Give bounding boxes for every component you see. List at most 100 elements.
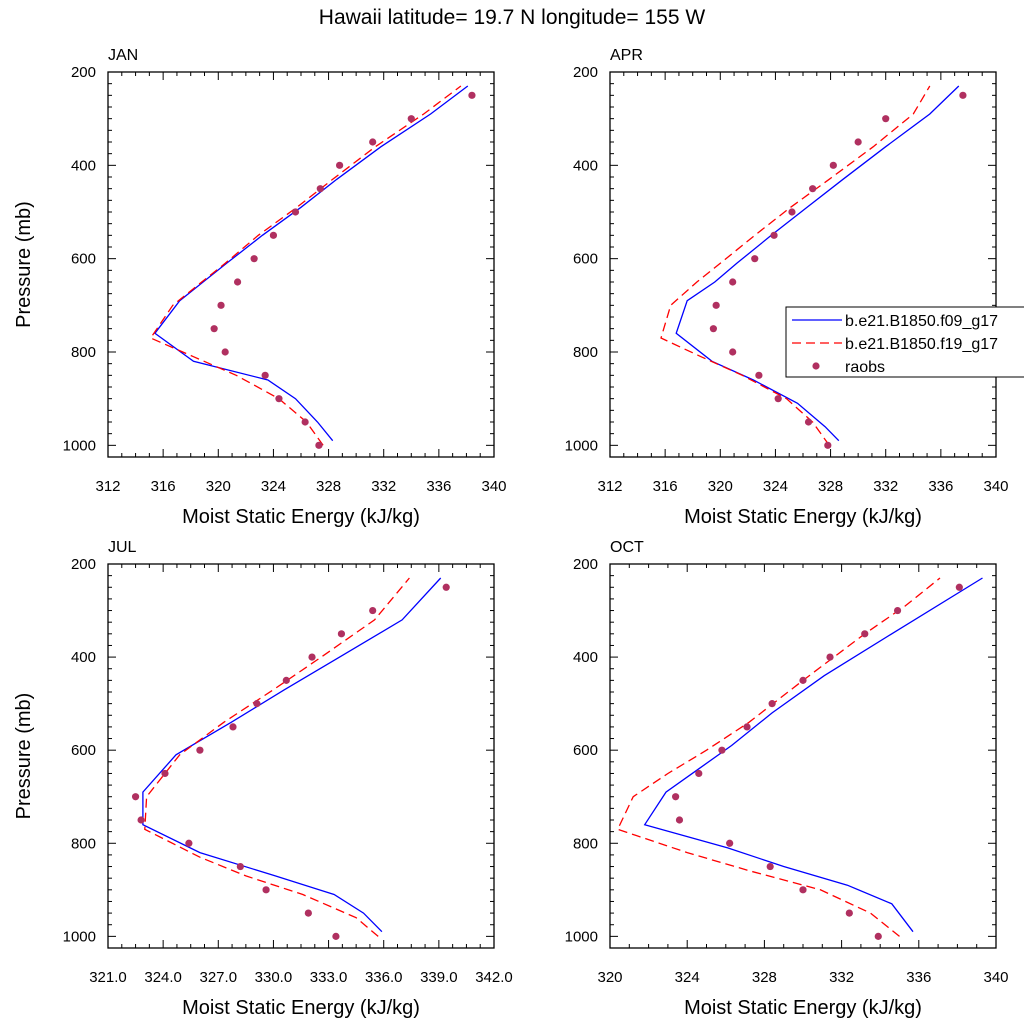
jul-plot-frame xyxy=(107,563,495,949)
jan-raobs-point xyxy=(217,301,225,309)
oct-x-tick-label: 340 xyxy=(983,969,1008,986)
oct-raobs-point xyxy=(893,606,902,615)
oct-raobs-point xyxy=(675,816,684,824)
jan-raobs-point xyxy=(269,231,278,239)
oct-y-tick-label: 400 xyxy=(573,649,598,666)
jan-x-tick-label: 320 xyxy=(206,478,231,495)
jan-x-tick-label: 336 xyxy=(426,478,451,495)
oct-y-tick-label: 1000 xyxy=(565,928,598,945)
apr-raobs-point xyxy=(824,441,832,449)
jan-y-tick-label: 600 xyxy=(71,251,96,268)
jul-raobs-point xyxy=(442,583,450,591)
apr-raobs-point xyxy=(854,138,862,146)
apr-y-tick-label: 400 xyxy=(573,157,598,174)
oct-y-tick-label: 600 xyxy=(573,742,598,759)
apr-raobs-point xyxy=(709,325,717,333)
oct-panel-title: OCT xyxy=(610,539,644,556)
jan-x-tick-label: 340 xyxy=(481,478,506,495)
jan-y-tick-label: 800 xyxy=(71,344,96,361)
jul-raobs-point xyxy=(253,700,261,708)
jul-x-tick-label: 321.0 xyxy=(89,969,127,986)
oct-raobs-point xyxy=(799,676,807,684)
jan-x-tick-label: 312 xyxy=(95,478,120,495)
oct-raobs-point xyxy=(826,653,834,661)
jan-raobs-point xyxy=(468,91,476,99)
apr-raobs-point xyxy=(809,185,817,193)
oct-y-tick-label: 200 xyxy=(573,556,598,573)
jul-x-tick-label: 324.0 xyxy=(144,969,182,986)
jul-raobs-point xyxy=(282,676,290,684)
oct-raobs-point xyxy=(672,793,680,801)
apr-x-tick-label: 312 xyxy=(597,478,622,495)
jan-raobs-point xyxy=(301,418,309,426)
jan-raobs-point xyxy=(210,325,218,333)
jan-plot-frame xyxy=(107,71,495,458)
legend-box xyxy=(785,306,1024,378)
oct-raobs-point xyxy=(845,909,853,917)
jan-raobs-point xyxy=(221,348,229,356)
legend-label: raobs xyxy=(845,359,885,376)
jan-f09-series-line xyxy=(153,85,469,442)
jul-x-tick-label: 330.0 xyxy=(255,969,293,986)
oct-raobs-point xyxy=(726,839,734,847)
apr-raobs-point xyxy=(774,395,782,403)
jul-raobs-point xyxy=(304,909,312,917)
jan-x-tick-label: 316 xyxy=(151,478,176,495)
jul-x-axis-label: Moist Static Energy (kJ/kg) xyxy=(182,997,420,1019)
jul-y-tick-label: 400 xyxy=(71,649,96,666)
jul-raobs-point xyxy=(196,746,204,754)
jul-y-tick-label: 800 xyxy=(71,835,96,852)
jan-raobs-point xyxy=(250,255,258,263)
apr-y-tick-label: 600 xyxy=(573,251,598,268)
apr-raobs-point xyxy=(729,348,737,356)
apr-raobs-point xyxy=(804,418,813,426)
jul-raobs-point xyxy=(131,793,140,801)
oct-raobs-point xyxy=(768,700,776,708)
jan-x-tick-label: 332 xyxy=(371,478,396,495)
apr-raobs-point xyxy=(729,278,737,286)
apr-x-tick-label: 340 xyxy=(983,478,1008,495)
apr-raobs-point xyxy=(959,91,967,99)
jul-x-tick-label: 336.0 xyxy=(365,969,403,986)
jul-raobs-point xyxy=(369,606,377,615)
apr-y-tick-label: 1000 xyxy=(565,437,598,454)
apr-f09-series-line xyxy=(675,85,960,442)
oct-raobs-point xyxy=(955,583,963,591)
jan-y-tick-label: 1000 xyxy=(63,437,96,454)
apr-raobs-point xyxy=(770,231,778,239)
jul-f19-series-line xyxy=(144,577,410,937)
apr-x-tick-label: 324 xyxy=(763,478,788,495)
apr-x-axis-label: Moist Static Energy (kJ/kg) xyxy=(684,506,922,528)
jan-raobs-point xyxy=(316,185,324,193)
apr-x-tick-label: 328 xyxy=(818,478,843,495)
jul-raobs-point xyxy=(137,816,145,824)
apr-raobs-point xyxy=(755,371,763,379)
oct-raobs-point xyxy=(718,746,726,754)
jul-raobs-point xyxy=(262,886,270,894)
oct-x-axis-label: Moist Static Energy (kJ/kg) xyxy=(684,997,922,1019)
oct-raobs-point xyxy=(874,932,882,940)
legend-label: b.e21.B1850.f09_g17 xyxy=(845,313,998,330)
oct-f09-series-line xyxy=(643,577,983,933)
jan-raobs-point xyxy=(369,138,377,146)
jan-y-axis-label: Pressure (mb) xyxy=(13,201,35,328)
jul-raobs-point xyxy=(229,723,237,731)
jan-y-tick-label: 200 xyxy=(71,64,96,81)
jan-x-tick-label: 324 xyxy=(261,478,286,495)
jul-y-tick-label: 600 xyxy=(71,742,96,759)
oct-x-tick-label: 336 xyxy=(906,969,931,986)
jul-panel-title: JUL xyxy=(108,539,137,556)
jul-x-tick-label: 333.0 xyxy=(310,969,348,986)
apr-f19-series-line xyxy=(660,85,931,446)
jul-raobs-point xyxy=(308,653,316,661)
jan-raobs-point xyxy=(233,278,242,286)
oct-x-tick-label: 324 xyxy=(675,969,700,986)
apr-plot-frame xyxy=(609,71,997,458)
legend-raobs-marker xyxy=(812,362,820,370)
apr-raobs-point xyxy=(882,115,890,123)
jan-raobs-point xyxy=(275,395,283,403)
oct-raobs-point xyxy=(695,769,703,778)
apr-raobs-point xyxy=(829,161,837,169)
oct-raobs-point xyxy=(743,723,751,731)
